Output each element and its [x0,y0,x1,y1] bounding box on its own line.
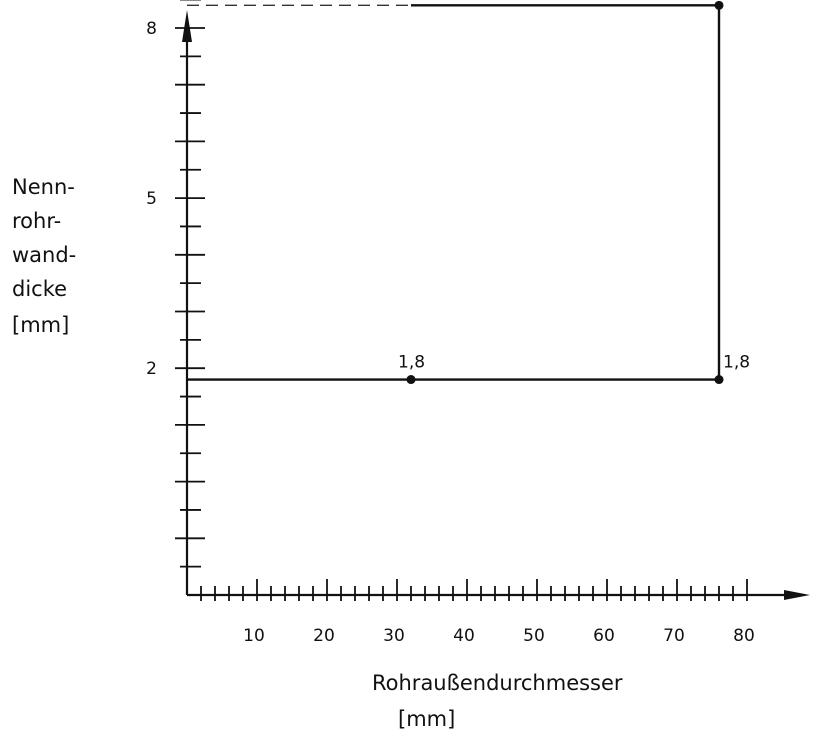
x-tick-label: 80 [733,626,755,646]
y-ticks: 2589 [146,0,205,568]
x-ticks: 10 20 30 40 50 60 70 80 [200,579,755,646]
y-axis-label-line: Nenn- [12,175,75,199]
y-tick-label: 8 [146,19,157,39]
data-label: 1,8 [398,353,425,373]
y-axis-label-line: [mm] [12,313,69,337]
x-axis-unit: [mm] [398,707,455,731]
data-point [714,375,724,385]
y-axis-arrow-icon [182,10,192,42]
data-point [714,0,724,10]
x-axis-label: Rohraußendurchmesser [372,671,623,695]
y-tick-label: 5 [146,189,157,209]
y-axis-label-line: wand- [12,243,76,267]
x-tick-label: 70 [663,626,685,646]
x-tick-label: 60 [593,626,615,646]
points: 1,81,88,4 [398,0,750,385]
series-line [187,4,721,381]
y-tick-label: 2 [146,359,157,379]
x-tick-label: 50 [523,626,545,646]
axes [182,10,810,600]
x-tick-label: 10 [243,626,265,646]
x-tick-label: 30 [383,626,405,646]
series [187,4,721,381]
x-tick-label: 40 [453,626,475,646]
data-point [406,375,416,385]
data-label: 1,8 [723,353,750,373]
y-axis-label-line: dicke [12,277,67,301]
x-axis-arrow-icon [784,590,810,600]
y-axis-label-line: rohr- [12,209,61,233]
x-tick-label: 20 [313,626,335,646]
